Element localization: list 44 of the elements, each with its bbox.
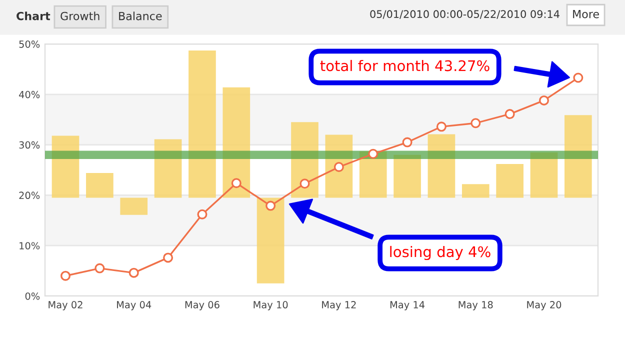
bar [564, 115, 592, 198]
point [538, 95, 549, 106]
y-tick-label: 50% [19, 40, 40, 48]
y-tick-label: 0% [25, 292, 40, 300]
x-tick-label: May 06 [185, 301, 220, 310]
point [231, 178, 242, 188]
point [504, 109, 515, 120]
point [573, 72, 584, 83]
point [94, 263, 105, 274]
point [197, 209, 208, 220]
point [60, 270, 71, 281]
bar [462, 184, 490, 198]
bar [86, 173, 114, 198]
x-tick-label: May 12 [322, 301, 356, 310]
chart-title: Chart [16, 12, 50, 20]
y-tick-label: 40% [19, 90, 40, 98]
text: More [573, 10, 599, 18]
x-tick-label: May 04 [117, 301, 152, 310]
bar [256, 198, 284, 284]
x-tick-label: May 20 [527, 301, 562, 310]
x-tick-label: May 10 [254, 301, 288, 310]
annotation: total for month 43.27% [320, 60, 490, 72]
chart-subtitle: 05/01/2010 00:00-05/22/2010 09:14 [370, 10, 560, 19]
y-tick-label: 10% [20, 242, 40, 250]
x-tick-label: May 02 [48, 301, 82, 310]
x-tick-label: May 18 [458, 301, 493, 310]
point [436, 122, 446, 132]
point [300, 178, 310, 189]
text: Growth [60, 12, 100, 20]
point [266, 200, 276, 211]
annotation: losing day 4% [390, 246, 490, 260]
text: Balance [119, 12, 162, 20]
y-tick-label: 20% [19, 192, 40, 200]
point [163, 252, 174, 263]
point [402, 137, 412, 148]
bar [188, 50, 216, 198]
x-tick-label: May 14 [390, 301, 425, 310]
point [128, 268, 139, 278]
point [368, 148, 378, 159]
y-tick-label: 30% [19, 141, 40, 149]
point [470, 118, 481, 128]
bar [496, 164, 524, 198]
bar [120, 198, 148, 215]
point [334, 162, 344, 172]
